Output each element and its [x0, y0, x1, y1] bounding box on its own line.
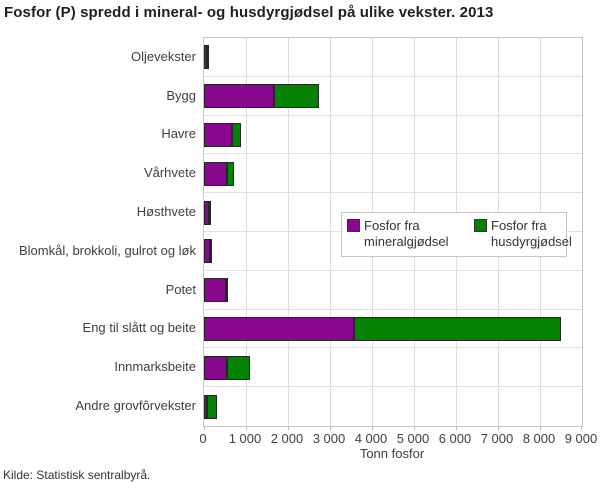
category-label: Oljevekster: [130, 48, 196, 64]
stacked-bar: [204, 161, 582, 186]
x-tick-label: 5 000: [396, 431, 430, 446]
bar-segment-husdyr: [354, 316, 561, 341]
chart-row: [204, 232, 582, 271]
chart-row: [204, 387, 582, 426]
category-label: Andre grovfôrvekster: [75, 398, 196, 414]
gridline-vertical: [330, 38, 331, 426]
x-tick-label: 4 000: [354, 431, 388, 446]
bar-segment-husdyr: [206, 394, 218, 419]
stacked-bar: [204, 316, 582, 341]
x-tick-label: 7 000: [480, 431, 514, 446]
axis-tick: [456, 426, 457, 430]
x-tick-label: 3 000: [312, 431, 346, 446]
legend-label: Fosfor fra husdyrgjødsel: [491, 218, 572, 250]
bar-segment-husdyr: [209, 239, 212, 264]
x-tick-label: 1 000: [228, 431, 262, 446]
chart-row: [204, 77, 582, 116]
x-tick-label: 0: [199, 431, 207, 446]
bar-segment-husdyr: [227, 355, 250, 380]
axis-tick: [372, 426, 373, 430]
category-label: Eng til slått og beite: [82, 320, 196, 336]
chart-title: Fosfor (P) spredd i mineral- og husdyrgj…: [4, 4, 494, 21]
stacked-bar: [204, 239, 582, 264]
category-label: Bygg: [166, 87, 196, 103]
bar-segment-mineral: [204, 161, 227, 186]
bar-segment-mineral: [204, 200, 210, 225]
category-label: Vårhvete: [143, 165, 196, 181]
chart-row: [204, 154, 582, 194]
y-axis-labels: Oljevekster Bygg Havre Vårhvete Høsthvete Blo…: [0, 37, 196, 425]
axis-tick: [581, 426, 582, 430]
chart-row: [204, 348, 582, 388]
x-tick-label: 6 000: [438, 431, 472, 446]
bar-segment-mineral: [204, 355, 228, 380]
stacked-bar: [204, 394, 582, 419]
gridline-vertical: [246, 38, 247, 426]
chart-row: [204, 38, 582, 77]
legend-item-husdyrgjodsel: Fosfor fra husdyrgjødsel: [474, 218, 583, 251]
bar-segment-mineral: [204, 278, 227, 303]
chart-row: [204, 271, 582, 310]
x-tick-label: 2 000: [270, 431, 304, 446]
bar-segment-mineral: [204, 45, 208, 70]
axis-tick: [540, 426, 541, 430]
chart-row: [204, 116, 582, 155]
bar-segment-husdyr: [207, 45, 210, 70]
bar-segment-mineral: [204, 394, 207, 419]
bar-segment-husdyr: [226, 278, 229, 303]
category-label: Blomkål, brokkoli, gulrot og løk: [18, 242, 196, 258]
source-note: Kilde: Statistisk sentralbyrå.: [3, 468, 151, 482]
category-label: Havre: [161, 126, 196, 142]
bar-segment-mineral: [204, 239, 210, 264]
stacked-bar: [204, 278, 582, 303]
category-label: Innmarksbeite: [114, 359, 196, 375]
legend-swatch: [474, 219, 487, 232]
stacked-bar: [204, 355, 582, 380]
bar-segment-mineral: [204, 84, 274, 109]
bar-segment-husdyr: [209, 200, 212, 225]
legend-swatch: [347, 219, 360, 232]
axis-tick: [330, 426, 331, 430]
axis-tick: [204, 426, 205, 430]
bar-segment-mineral: [204, 122, 232, 147]
legend-label: Fosfor fra mineralgjødsel: [364, 218, 449, 250]
bar-segment-husdyr: [231, 122, 241, 147]
bar-segment-mineral: [204, 316, 355, 341]
legend-item-mineralgjodsel: Fosfor fra mineralgjødsel: [347, 218, 456, 251]
category-label: Høsthvete: [136, 204, 196, 220]
axis-tick: [498, 426, 499, 430]
x-tick-label: 8 000: [522, 431, 556, 446]
category-label: Potet: [165, 281, 196, 297]
stacked-bar: [204, 84, 582, 109]
bar-segment-husdyr: [226, 161, 235, 186]
axis-tick: [246, 426, 247, 430]
stacked-bar: [204, 200, 582, 225]
gridline-vertical: [288, 38, 289, 426]
chart-row: [204, 310, 582, 349]
bar-segment-husdyr: [273, 84, 319, 109]
axis-tick: [414, 426, 415, 430]
x-tick-label: 9 000: [564, 431, 598, 446]
stacked-bar: [204, 122, 582, 147]
x-axis-title: Tonn fosfor: [359, 446, 425, 461]
legend: Fosfor fra mineralgjødsel Fosfor fra husd…: [341, 212, 572, 257]
stacked-bar: [204, 45, 582, 70]
axis-tick: [288, 426, 289, 430]
